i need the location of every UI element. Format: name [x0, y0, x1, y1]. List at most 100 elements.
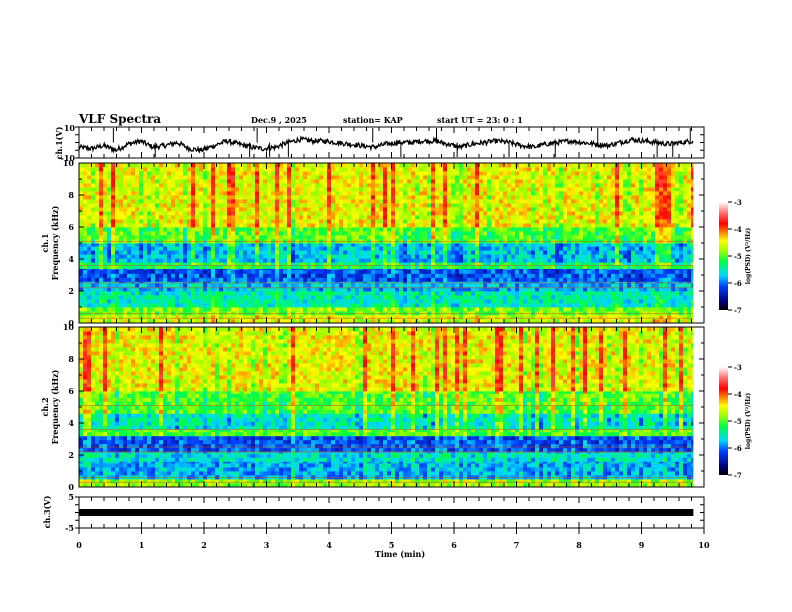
spectrogram-cell [587, 243, 592, 247]
spectrogram-cell [587, 231, 592, 236]
spectrogram-cell [615, 283, 620, 288]
spectrogram-cell [171, 250, 176, 255]
spectrogram-cell [399, 315, 404, 320]
spectrogram-cell [203, 219, 208, 224]
spectrogram-cell [475, 281, 480, 284]
spectrogram-cell [99, 243, 104, 247]
spectrogram-cell [351, 319, 356, 324]
spectrogram-cell [659, 307, 664, 312]
spectrogram-cell [371, 299, 376, 304]
spectrogram-cell [563, 215, 568, 220]
spectrogram-cell [611, 295, 616, 300]
spectrogram-cell [347, 243, 352, 247]
spectrogram-cell [331, 211, 336, 216]
spectrogram-cell [495, 262, 500, 265]
spectrogram-cell [483, 254, 488, 259]
spectrogram-cell [283, 315, 288, 320]
spectrogram-cell [287, 287, 292, 292]
spectrogram-cell [479, 243, 484, 247]
spectrogram-cell [111, 243, 116, 247]
spectrogram-cell [423, 307, 428, 312]
spectrogram-cell [131, 303, 136, 308]
spectrogram-cell [667, 303, 672, 308]
spectrogram-cell [303, 283, 308, 288]
spectrogram-cell [383, 315, 388, 320]
spectrogram-cell [115, 283, 120, 288]
spectrogram-cell [643, 268, 648, 270]
spectrogram-cell [259, 219, 264, 224]
spectrogram-cell [639, 273, 644, 278]
spectrogram-cell [199, 227, 204, 232]
spectrogram-cell [615, 243, 620, 247]
spectrogram-cell [259, 207, 264, 212]
spectrogram-cell [159, 283, 164, 288]
spectrogram-cell [87, 269, 92, 274]
spectrogram-cell [599, 235, 604, 240]
spectrogram-cell [559, 207, 564, 212]
spectrogram-cell [623, 291, 628, 296]
spectrogram-cell [495, 303, 500, 308]
spectrogram-cell [599, 307, 604, 312]
spectrogram-cell [691, 243, 696, 247]
spectrogram-cell [503, 258, 508, 263]
spectrogram-cell [355, 287, 360, 292]
spectrogram-cell [375, 250, 380, 255]
spectrogram-cell [191, 215, 196, 220]
spectrogram-cell [459, 235, 464, 240]
spectrogram-cell [527, 303, 532, 308]
spectrogram-cell [139, 295, 144, 300]
spectrogram-cell [515, 281, 520, 284]
spectrogram-cell [251, 203, 256, 208]
spectrogram-cell [595, 262, 600, 265]
spectrogram-cell [567, 235, 572, 240]
spectrogram-cell [339, 246, 344, 251]
spectrogram-cell [515, 277, 520, 282]
spectrogram-cell [531, 254, 536, 259]
spectrogram-cell [331, 303, 336, 308]
spectrogram-cell [291, 211, 296, 216]
spectrogram-cell [603, 227, 608, 232]
spectrogram-cell [467, 315, 472, 320]
spectrogram-cell [511, 319, 516, 324]
spectrogram-cell [551, 264, 556, 269]
spectrogram-cell [515, 246, 520, 251]
spectrogram-cell [471, 203, 476, 208]
spectrogram-cell [135, 295, 140, 300]
spectrogram-cell [499, 203, 504, 208]
spectrogram-cell [571, 315, 576, 320]
spectrogram-cell [107, 281, 112, 284]
spectrogram-cell [635, 268, 640, 270]
spectrogram-cell [415, 287, 420, 292]
spectrogram-cell [147, 262, 152, 265]
spectrogram-cell [447, 315, 452, 320]
spectrogram-cell [127, 243, 132, 247]
spectrogram-cell [151, 268, 156, 270]
spectrogram-cell [643, 215, 648, 220]
spectrogram-cell [551, 246, 556, 251]
spectrogram-cell [431, 262, 436, 265]
spectrogram-cell [171, 227, 176, 232]
spectrogram-cell [583, 254, 588, 259]
spectrogram-cell [135, 273, 140, 278]
spectrogram-cell [115, 215, 120, 220]
spectrogram-cell [91, 203, 96, 208]
spectrogram-cell [435, 211, 440, 216]
spectrogram-cell [495, 258, 500, 263]
spectrogram-cell [95, 277, 100, 282]
spectrogram-cell [203, 223, 208, 228]
spectrogram-cell [455, 281, 460, 284]
spectrogram-cell [619, 291, 624, 296]
spectrogram-cell [203, 250, 208, 255]
spectrogram-cell [479, 219, 484, 224]
spectrogram-cell [419, 215, 424, 220]
spectrogram-cell [415, 303, 420, 308]
spectrogram-cell [211, 268, 216, 270]
spectrogram-cell [395, 264, 400, 269]
spectrogram-cell [607, 243, 612, 247]
ch1-ytick-bottom: -10 [61, 153, 76, 163]
spectrogram-cell [459, 258, 464, 263]
spectrogram-cell [219, 219, 224, 224]
spectrogram-cell [315, 264, 320, 269]
spectrogram-cell [339, 203, 344, 208]
spectrogram-cell [143, 235, 148, 240]
